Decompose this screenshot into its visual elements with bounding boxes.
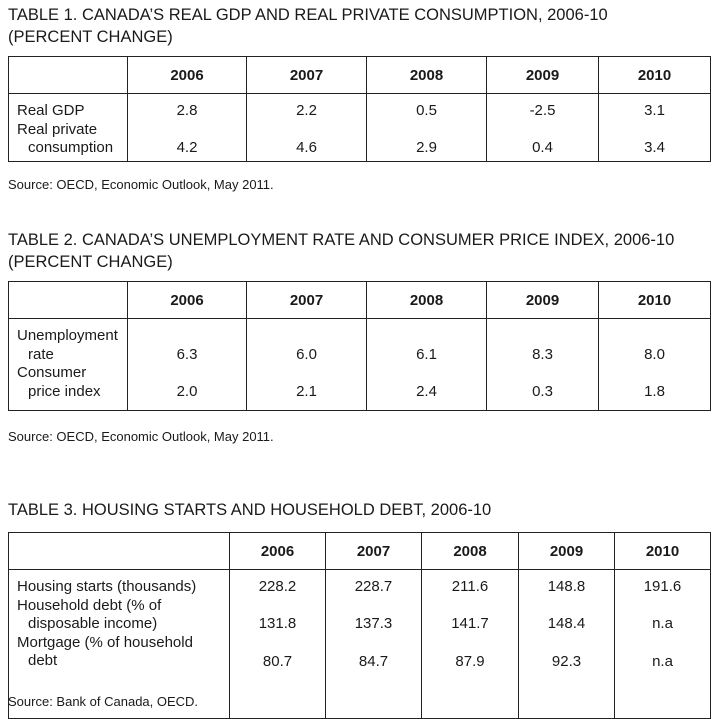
table-cell: 137.3	[354, 615, 393, 632]
table2-title-line2: (PERCENT CHANGE)	[8, 253, 173, 271]
table2-stub-header	[8, 281, 128, 319]
table2-row-labels: Unemployment rate Consumer price index	[8, 318, 128, 411]
table-cell: 2.4	[416, 383, 437, 400]
table-cell: 0.5	[416, 102, 437, 119]
table2-col-2006: 6.3 2.0	[127, 318, 247, 411]
table-cell: 0.3	[532, 383, 553, 400]
table-cell: 2.2	[296, 102, 317, 119]
table3-year-header: 2007	[325, 532, 422, 570]
table2-year-header: 2006	[127, 281, 247, 319]
table-cell: 228.2	[258, 578, 297, 595]
table-cell: 4.2	[176, 139, 198, 156]
table1-year-header: 2010	[598, 56, 711, 94]
row-label: Real private	[17, 120, 98, 138]
row-label-cont: debt	[28, 652, 58, 669]
table3-col-2007: 228.7 137.3 84.7	[325, 569, 422, 719]
table3-col-2006: 228.2 131.8 80.7	[229, 569, 326, 719]
table3-col-2008: 211.6 141.7 87.9	[421, 569, 519, 719]
table2-col-2008: 6.1 2.4	[366, 318, 487, 411]
table-cell: 191.6	[643, 578, 682, 595]
table2-col-2010: 8.0 1.8	[598, 318, 711, 411]
table2-title: TABLE 2. CANADA’S UNEMPLOYMENT RATE AND …	[8, 229, 674, 273]
row-label-cont: consumption	[28, 139, 114, 156]
table-cell: -2.5	[529, 102, 556, 119]
row-label: Real GDP	[17, 102, 85, 119]
table2-title-line1: TABLE 2. CANADA’S UNEMPLOYMENT RATE AND …	[8, 231, 675, 249]
table-cell: 1.8	[644, 383, 665, 400]
row-label-cont: price index	[28, 382, 101, 400]
table1-year-header: 2009	[486, 56, 599, 94]
table3-source: Source: Bank of Canada, OECD.	[8, 694, 199, 709]
table3-year-header: 2010	[614, 532, 711, 570]
table1-col-2006: 2.8 4.2	[127, 93, 247, 162]
row-label: Housing starts (thousands)	[17, 578, 197, 595]
table-cell: 80.7	[262, 653, 293, 670]
table-cell: n.a	[652, 653, 673, 670]
table3-year-header: 2009	[518, 532, 615, 570]
table2-col-2009: 8.3 0.3	[486, 318, 599, 411]
row-label: Consumer	[17, 364, 87, 381]
table2-year-header: 2007	[246, 281, 367, 319]
table2: 2006 2007 2008 2009 2010 Unemployment ra…	[8, 281, 711, 411]
table-cell: 0.4	[532, 139, 553, 156]
table2-col-2007: 6.0 2.1	[246, 318, 367, 411]
table1-title-line1: TABLE 1. CANADA’S REAL GDP AND REAL PRIV…	[8, 6, 608, 24]
table3-row-labels: Housing starts (thousands) Household deb…	[8, 569, 230, 719]
table3: 2006 2007 2008 2009 2010 Housing starts …	[8, 532, 711, 719]
table1-col-2008: 0.5 2.9	[366, 93, 487, 162]
table1-source: Source: OECD, Economic Outlook, May 2011…	[8, 177, 274, 192]
table-cell: 3.4	[644, 139, 665, 156]
table-cell: 2.1	[296, 383, 317, 400]
table1-year-header: 2008	[366, 56, 487, 94]
table-cell: 2.8	[176, 102, 198, 119]
table3-stub-header	[8, 532, 230, 570]
table-cell: 6.3	[176, 346, 198, 363]
row-label: Mortgage (% of household	[17, 633, 193, 651]
table1-row-labels: Real GDP Real private consumption	[8, 93, 128, 162]
table3-col-2009: 148.8 148.4 92.3	[518, 569, 615, 719]
table-cell: 8.3	[532, 346, 553, 363]
table-cell: 131.8	[258, 615, 297, 632]
table3-year-header: 2006	[229, 532, 326, 570]
row-label: Household debt (% of	[17, 596, 162, 614]
table3-title-line1: TABLE 3. HOUSING STARTS AND HOUSEHOLD DE…	[8, 501, 492, 519]
table1-title: TABLE 1. CANADA’S REAL GDP AND REAL PRIV…	[8, 4, 608, 48]
table-cell: 84.7	[358, 653, 389, 670]
table-cell: 141.7	[451, 615, 489, 632]
table-cell: 2.0	[176, 383, 198, 400]
table-cell: 148.4	[547, 615, 586, 632]
table-cell: 6.1	[416, 346, 437, 363]
table-cell: n.a	[652, 615, 673, 632]
table-cell: 6.0	[296, 346, 317, 363]
table-cell: 4.6	[296, 139, 317, 156]
table2-year-header: 2009	[486, 281, 599, 319]
table1: 2006 2007 2008 2009 2010 Real GDP Real p…	[8, 56, 711, 162]
table3-year-header: 2008	[421, 532, 519, 570]
row-label-cont: disposable income)	[28, 615, 158, 632]
table-cell: 211.6	[451, 578, 489, 595]
table-cell: 3.1	[644, 102, 665, 119]
table2-source: Source: OECD, Economic Outlook, May 2011…	[8, 429, 274, 444]
row-label: Unemployment	[17, 327, 118, 344]
table3-col-2010: 191.6 n.a n.a	[614, 569, 711, 719]
table2-year-header: 2010	[598, 281, 711, 319]
table1-col-2009: -2.5 0.4	[486, 93, 599, 162]
table-cell: 92.3	[551, 653, 582, 670]
table1-year-header: 2007	[246, 56, 367, 94]
table-cell: 8.0	[644, 346, 665, 363]
table-cell: 87.9	[455, 653, 485, 670]
table2-year-header: 2008	[366, 281, 487, 319]
table3-title: TABLE 3. HOUSING STARTS AND HOUSEHOLD DE…	[8, 499, 491, 521]
row-label-cont: rate	[28, 345, 54, 363]
table-cell: 2.9	[416, 139, 437, 156]
table1-stub-header	[8, 56, 128, 94]
table1-col-2007: 2.2 4.6	[246, 93, 367, 162]
table1-title-line2: (PERCENT CHANGE)	[8, 28, 173, 46]
table-cell: 148.8	[547, 578, 586, 595]
table1-col-2010: 3.1 3.4	[598, 93, 711, 162]
table-cell: 228.7	[354, 578, 393, 595]
table1-year-header: 2006	[127, 56, 247, 94]
